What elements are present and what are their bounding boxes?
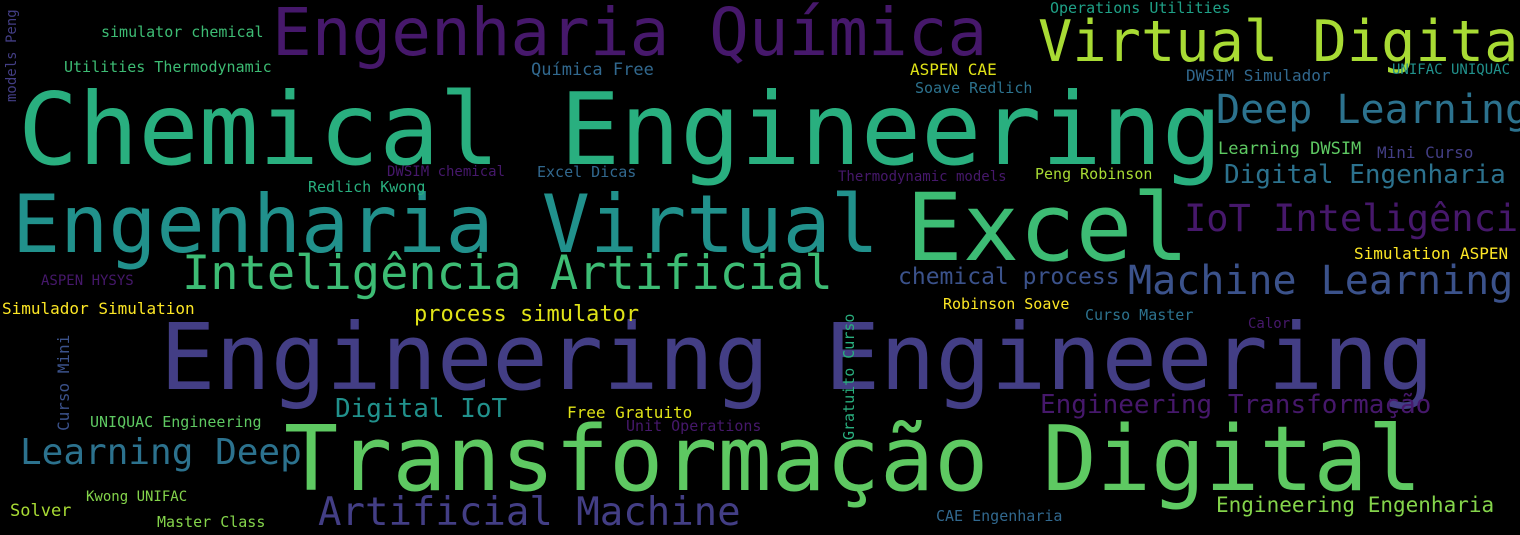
word-digital-engenharia: Digital Engenharia <box>1224 160 1506 190</box>
word-thermodynamic-models: Thermodynamic models <box>838 169 1007 185</box>
word-gratuito-curso: Gratuito Curso <box>840 313 858 440</box>
word-cae-engenharia: CAE Engenharia <box>936 507 1063 525</box>
word-deep-learning: Deep Learning <box>1216 87 1520 133</box>
word-process-simulator: process simulator <box>414 302 640 327</box>
word-calor: Calor <box>1248 316 1291 332</box>
word-engineering-engenharia: Engineering Engenharia <box>1216 493 1495 517</box>
word-simulation-aspen: Simulation ASPEN <box>1354 244 1509 263</box>
word-solver: Solver <box>10 501 72 521</box>
word-peng-robinson: Peng Robinson <box>1035 165 1153 183</box>
word-curso-master: Curso Master <box>1085 306 1194 324</box>
word-engineering-transformacao: Engineering Transformação <box>1040 390 1432 420</box>
word-mini-curso: Mini Curso <box>1377 143 1474 162</box>
word-kwong-unifac: Kwong UNIFAC <box>86 489 188 505</box>
word-uniquac-engineering: UNIQUAC Engineering <box>90 413 262 431</box>
word-excel: Excel <box>906 174 1189 283</box>
word-unit-operations: Unit Operations <box>626 417 762 435</box>
word-robinson-soave: Robinson Soave <box>943 295 1070 313</box>
word-aspen-hysys: ASPEN HYSYS <box>41 273 134 289</box>
word-learning-dwsim: Learning DWSIM <box>1218 139 1362 159</box>
word-iot-inteligencia: IoT Inteligência <box>1184 197 1520 240</box>
word-virtual-digital: Virtual Digital <box>1038 9 1520 75</box>
word-master-class: Master Class <box>157 513 266 531</box>
word-utilities-thermodynamic: Utilities Thermodynamic <box>64 58 272 76</box>
word-engineering-engineering: Engineering Engineering <box>160 304 1434 411</box>
word-aspen-cae: ASPEN CAE <box>910 60 997 79</box>
word-curso-mini: Curso Mini <box>54 334 73 431</box>
word-dwsim-simulador: DWSIM Simulador <box>1186 66 1331 85</box>
word-simulador-simulation: Simulador Simulation <box>2 299 195 318</box>
word-engenharia-quimica: Engenharia Química <box>272 0 988 71</box>
word-unifac-uniquac: UNIFAC UNIQUAC <box>1392 62 1511 78</box>
word-operations-utilities: Operations Utilities <box>1050 0 1231 17</box>
word-engenharia-virtual: Engenharia Virtual <box>12 178 879 271</box>
word-dwsim-chemical: DWSIM chemical <box>387 164 506 180</box>
word-excel-dicas: Excel Dicas <box>537 163 637 181</box>
word-chemical-process: chemical process <box>898 264 1120 290</box>
word-digital-iot: Digital IoT <box>335 394 508 424</box>
word-simulator-chemical: simulator chemical <box>101 23 264 41</box>
word-free-gratuito: Free Gratuito <box>567 403 693 422</box>
word-learning-deep: Learning Deep <box>20 432 302 473</box>
word-inteligencia-artificial: Inteligência Artificial <box>182 246 833 301</box>
word-machine-learning: Machine Learning <box>1128 258 1514 304</box>
word-artificial-machine: Artificial Machine <box>318 490 741 535</box>
word-transformacao-digital: Transformação Digital <box>284 407 1422 512</box>
word-models-peng: models Peng <box>4 9 20 102</box>
word-chemical-engineering: Chemical Engineering <box>18 71 1223 188</box>
word-soave-redlich: Soave Redlich <box>915 79 1033 97</box>
word-redlich-kwong: Redlich Kwong <box>308 178 426 196</box>
word-quimica-free: Química Free <box>531 60 654 80</box>
